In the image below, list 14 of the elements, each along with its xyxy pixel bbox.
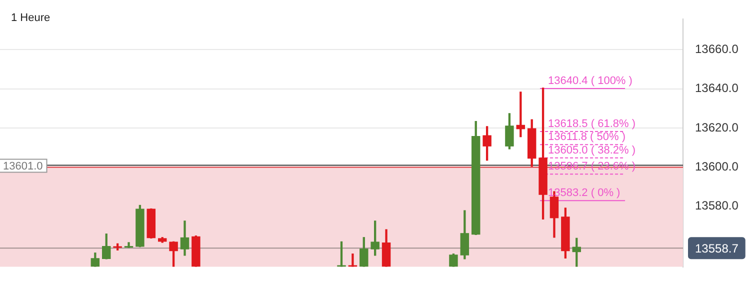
ref-line-label: 13611.8 ( 50% ) [548, 131, 626, 144]
ref-line-label: 13605.0 ( 38.2% ) [548, 144, 636, 156]
y-tick-label: 13600.0 [695, 160, 739, 174]
y-tick-label: 13620.0 [695, 120, 739, 134]
ref-line-label: 13640.4 ( 100% ) [548, 75, 632, 88]
ref-line-label: 13558.7 [695, 241, 739, 256]
ref-line-label: 13596.7 ( 23.6% ) [548, 160, 636, 173]
candlestick [124, 242, 134, 248]
chart-title: 1 Heure [11, 12, 50, 24]
ref-line-label: 13618.5 ( 61.8% ) [548, 118, 636, 130]
y-tick-label: 13660.0 [695, 42, 739, 56]
y-tick-label: 13580.0 [695, 198, 739, 213]
y-tick-label: 13640.0 [695, 81, 739, 96]
ref-line-label: 13601.0 [3, 160, 43, 172]
